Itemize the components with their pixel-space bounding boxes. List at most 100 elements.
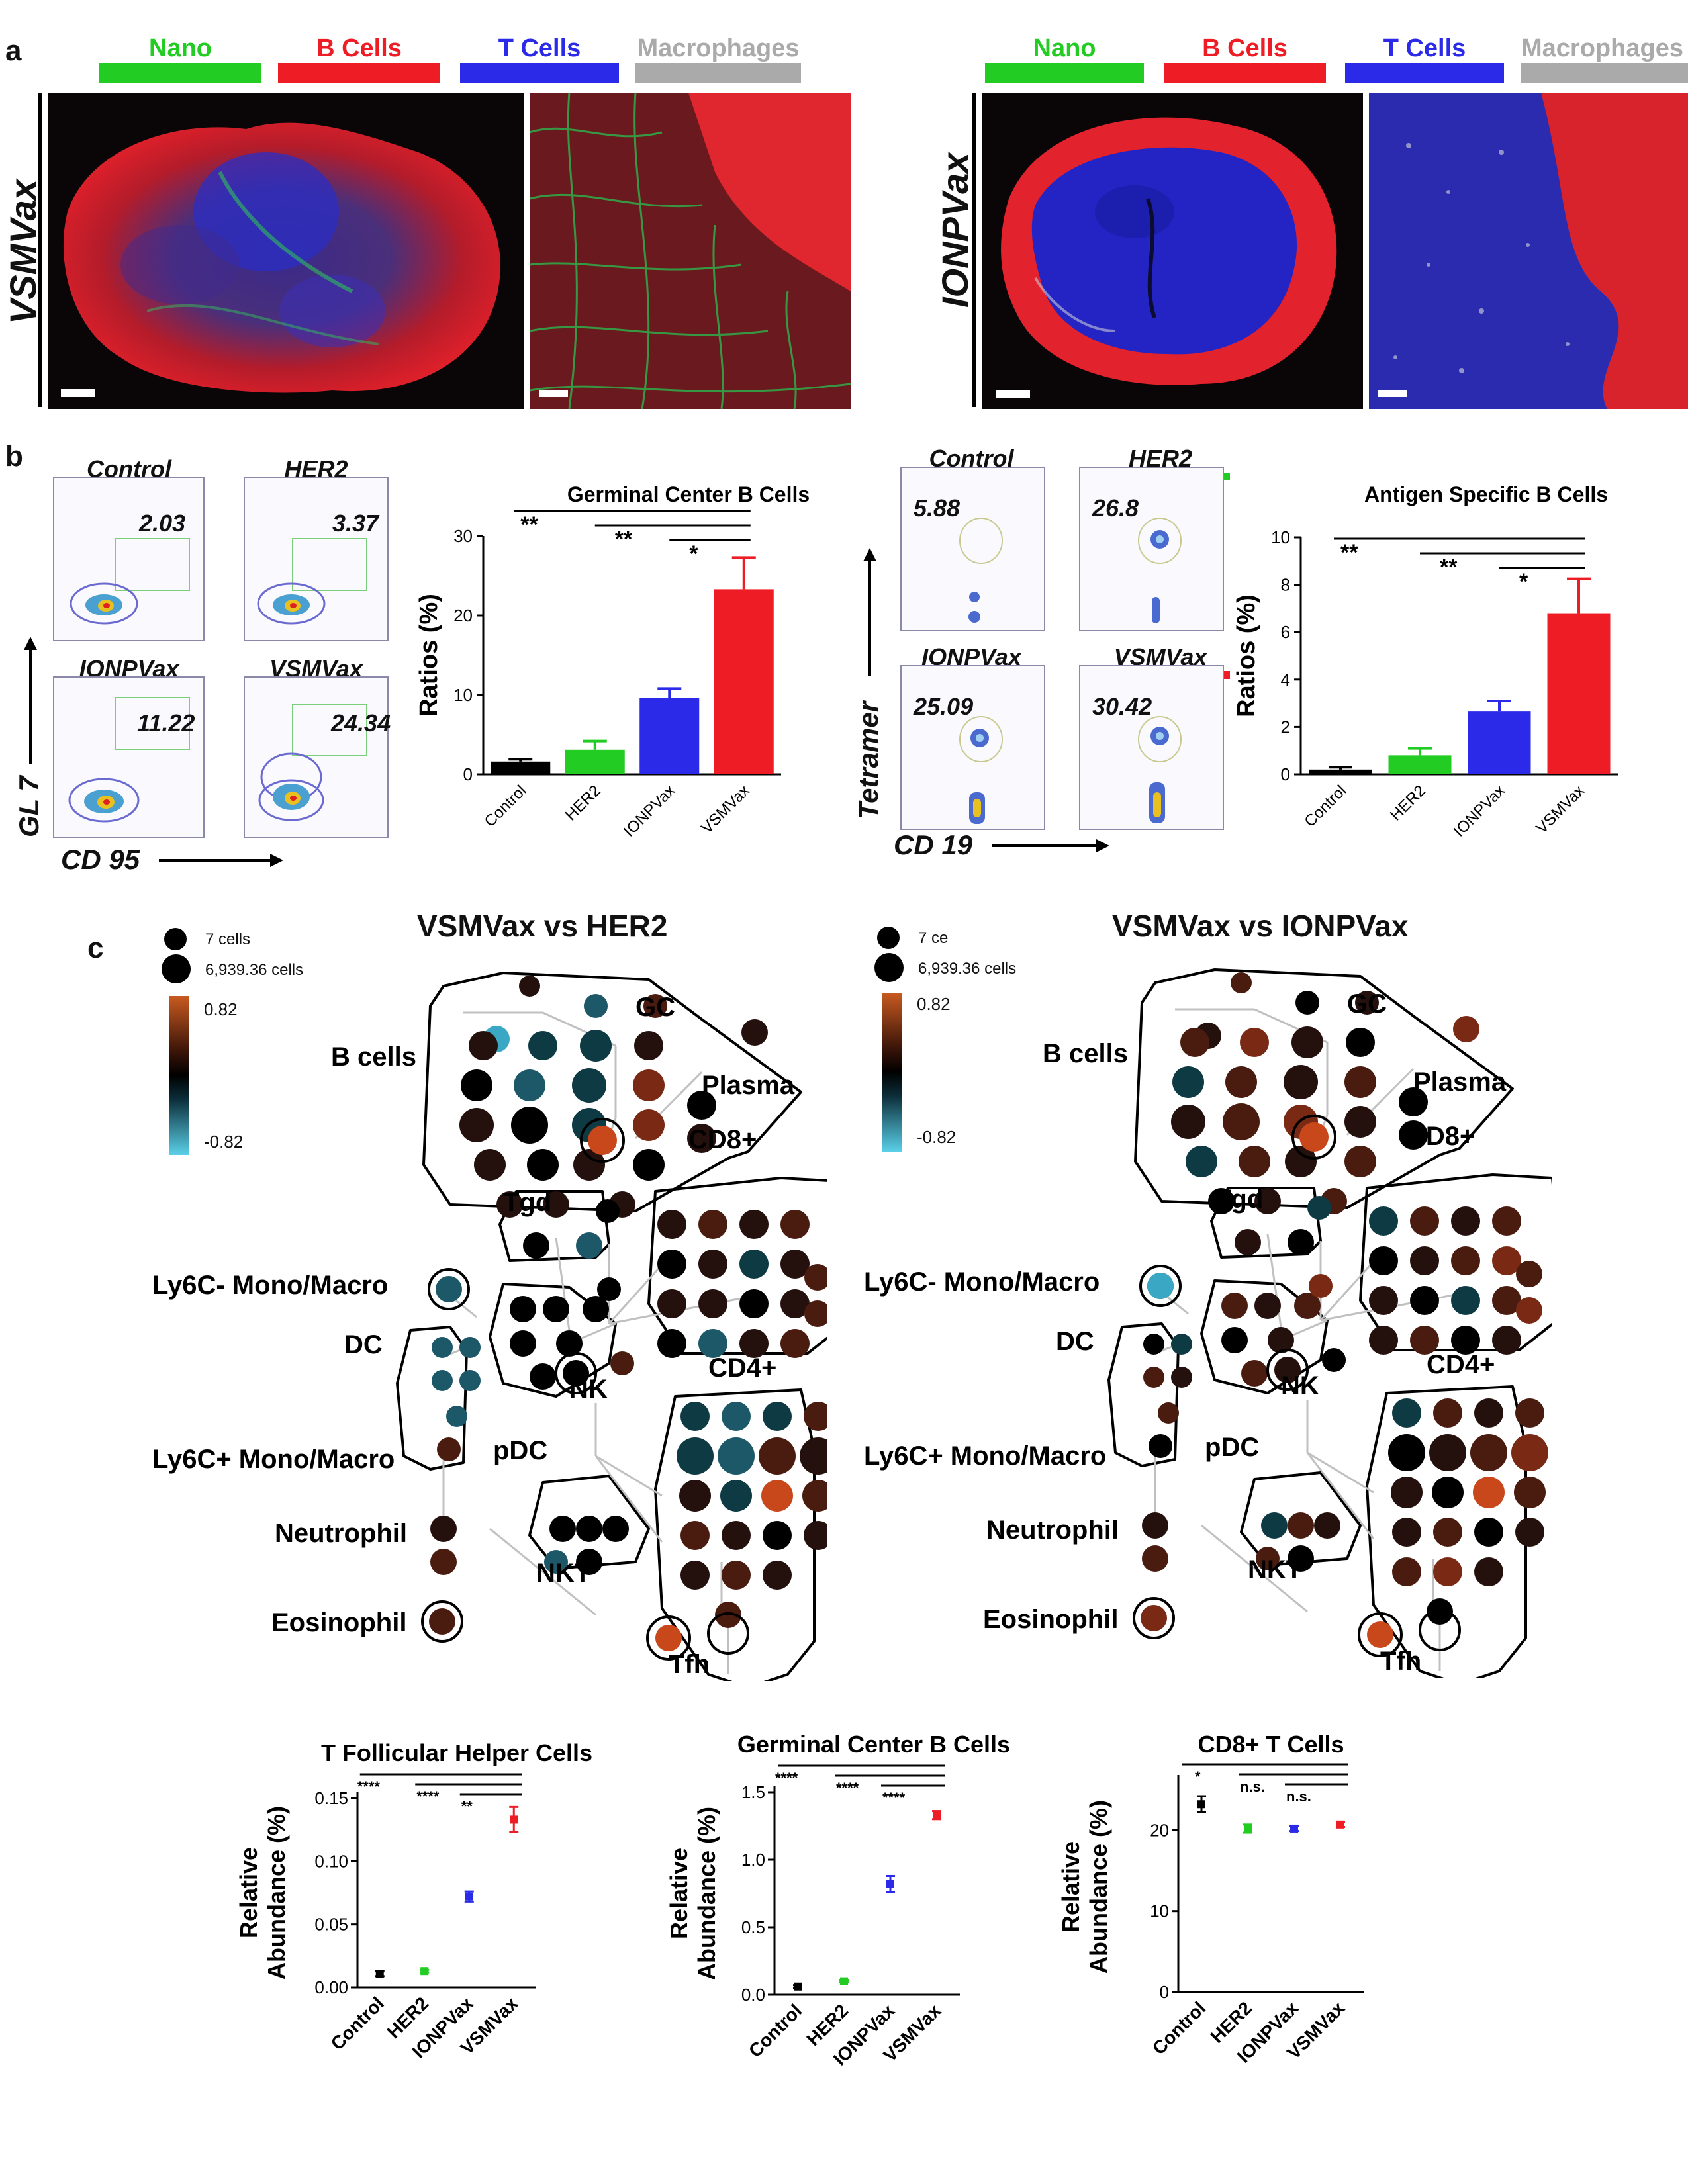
cell-node	[469, 1031, 498, 1060]
cell-node	[677, 1437, 714, 1475]
cell-node	[1369, 1286, 1398, 1315]
y-axis-label: Ratios (%)	[415, 594, 443, 717]
color-scale-right	[882, 993, 902, 1152]
flow-plot-her2: 3.37	[244, 477, 389, 641]
chart-title: Antigen Specific B Cells	[1364, 483, 1608, 506]
flow-value: 30.42	[1092, 693, 1152, 720]
cell-node	[1239, 1146, 1270, 1177]
cluster-label: Eosinophil	[271, 1608, 406, 1637]
cluster-label: GC	[1347, 989, 1387, 1019]
cell-node	[698, 1210, 727, 1239]
cluster-outline	[1358, 1612, 1403, 1657]
cell-node	[1322, 1348, 1346, 1372]
size-legend-large: 6,939.36 cells	[918, 960, 1017, 978]
cell-node	[1285, 1146, 1317, 1177]
significance-label: ****	[882, 1790, 906, 1806]
cell-node	[657, 1289, 686, 1318]
cell-node	[634, 1031, 663, 1060]
flow-value: 25.09	[914, 693, 974, 720]
cluster-outline	[396, 1326, 468, 1471]
y-axis-label: Relative	[235, 1847, 262, 1938]
axis-label-cd95: CD 95	[61, 844, 140, 875]
cell-node	[549, 1516, 576, 1542]
cell-node	[1274, 1357, 1301, 1383]
cell-node	[556, 1330, 583, 1357]
cell-node	[1288, 1545, 1314, 1572]
legend-label: B Cells	[1202, 34, 1288, 62]
cluster-label: Tfh	[669, 1650, 710, 1679]
cell-node	[573, 1149, 605, 1181]
legend-label: B Cells	[316, 34, 402, 62]
significance-label: **	[615, 527, 633, 552]
flow-value: 26.8	[1092, 494, 1139, 522]
data-point	[420, 1967, 429, 1976]
network-edge	[1306, 1452, 1375, 1539]
cell-node	[722, 1402, 751, 1431]
cell-node	[437, 1437, 461, 1461]
cluster-label: Tgd	[503, 1188, 551, 1217]
cluster-label: CD4+	[708, 1353, 776, 1383]
flow-value: 3.37	[332, 510, 379, 537]
network-title-right: VSMVax vs IONPVax	[1112, 909, 1409, 943]
cell-node	[1433, 1557, 1462, 1586]
data-point	[1244, 1824, 1252, 1833]
x-tick-label: Control	[1149, 1997, 1209, 2058]
cell-node	[1514, 1477, 1546, 1508]
cell-node	[1451, 1246, 1480, 1275]
cell-node	[572, 1068, 606, 1103]
cluster-label: Ly6C+ Mono/Macro	[152, 1445, 395, 1474]
cell-node	[722, 1521, 751, 1550]
cell-node	[763, 1402, 792, 1431]
y-tick-label: 0.05	[314, 1915, 348, 1934]
cell-node	[1295, 991, 1319, 1015]
cell-node	[1344, 1106, 1376, 1138]
cluster-outline	[646, 1615, 691, 1661]
significance-label: n.s.	[1240, 1778, 1265, 1795]
cell-node	[459, 1337, 481, 1358]
cell-node	[1410, 1246, 1439, 1275]
cell-node	[1223, 1103, 1260, 1140]
cell-node	[1516, 1261, 1542, 1287]
cell-node	[633, 1109, 665, 1141]
cluster-label: Ly6C- Mono/Macro	[864, 1267, 1100, 1297]
cell-node	[1451, 1326, 1480, 1355]
divider-line	[38, 93, 42, 407]
cell-node	[804, 1521, 827, 1550]
cell-node	[1288, 1512, 1314, 1539]
significance-label: **	[461, 1798, 473, 1815]
cell-node	[1235, 1229, 1261, 1255]
y-tick-label: 0.15	[314, 1788, 348, 1808]
cell-node	[596, 1199, 620, 1223]
cell-node	[1492, 1206, 1521, 1236]
cell-node	[657, 1329, 686, 1358]
panel-letter-c: c	[87, 932, 104, 964]
cell-node	[1474, 1557, 1503, 1586]
bar	[491, 761, 551, 774]
cell-node	[1268, 1327, 1294, 1353]
cell-node	[1511, 1434, 1548, 1471]
x-tick-label: IONPVax	[620, 782, 679, 841]
y-tick-label: 10	[1150, 1901, 1169, 1921]
cell-node	[1288, 1229, 1314, 1255]
cluster-outline	[421, 1600, 463, 1643]
cell-node	[1492, 1286, 1521, 1315]
y-axis-label: Abundance (%)	[693, 1807, 720, 1980]
legend-tcells-right: T Cells	[1345, 34, 1504, 83]
x-tick-label: Control	[745, 2000, 806, 2061]
cell-node	[680, 1402, 710, 1431]
legend-tcells-left: T Cells	[460, 34, 619, 83]
y-axis-label: Relative	[1057, 1841, 1084, 1933]
cell-node	[1225, 1066, 1257, 1098]
cell-node	[739, 1329, 769, 1358]
cell-node	[1158, 1402, 1179, 1424]
network-edge	[1307, 1451, 1374, 1494]
y-tick-label: 0	[1281, 764, 1290, 784]
size-legend-small: 7 ce	[918, 929, 949, 947]
cell-node	[761, 1480, 793, 1512]
cell-node	[1241, 1360, 1268, 1387]
cell-node	[687, 1124, 716, 1153]
cell-node	[1451, 1206, 1480, 1236]
cell-node	[429, 1608, 455, 1635]
cell-node	[576, 1516, 602, 1542]
legend-label: Macrophages	[1521, 34, 1683, 62]
